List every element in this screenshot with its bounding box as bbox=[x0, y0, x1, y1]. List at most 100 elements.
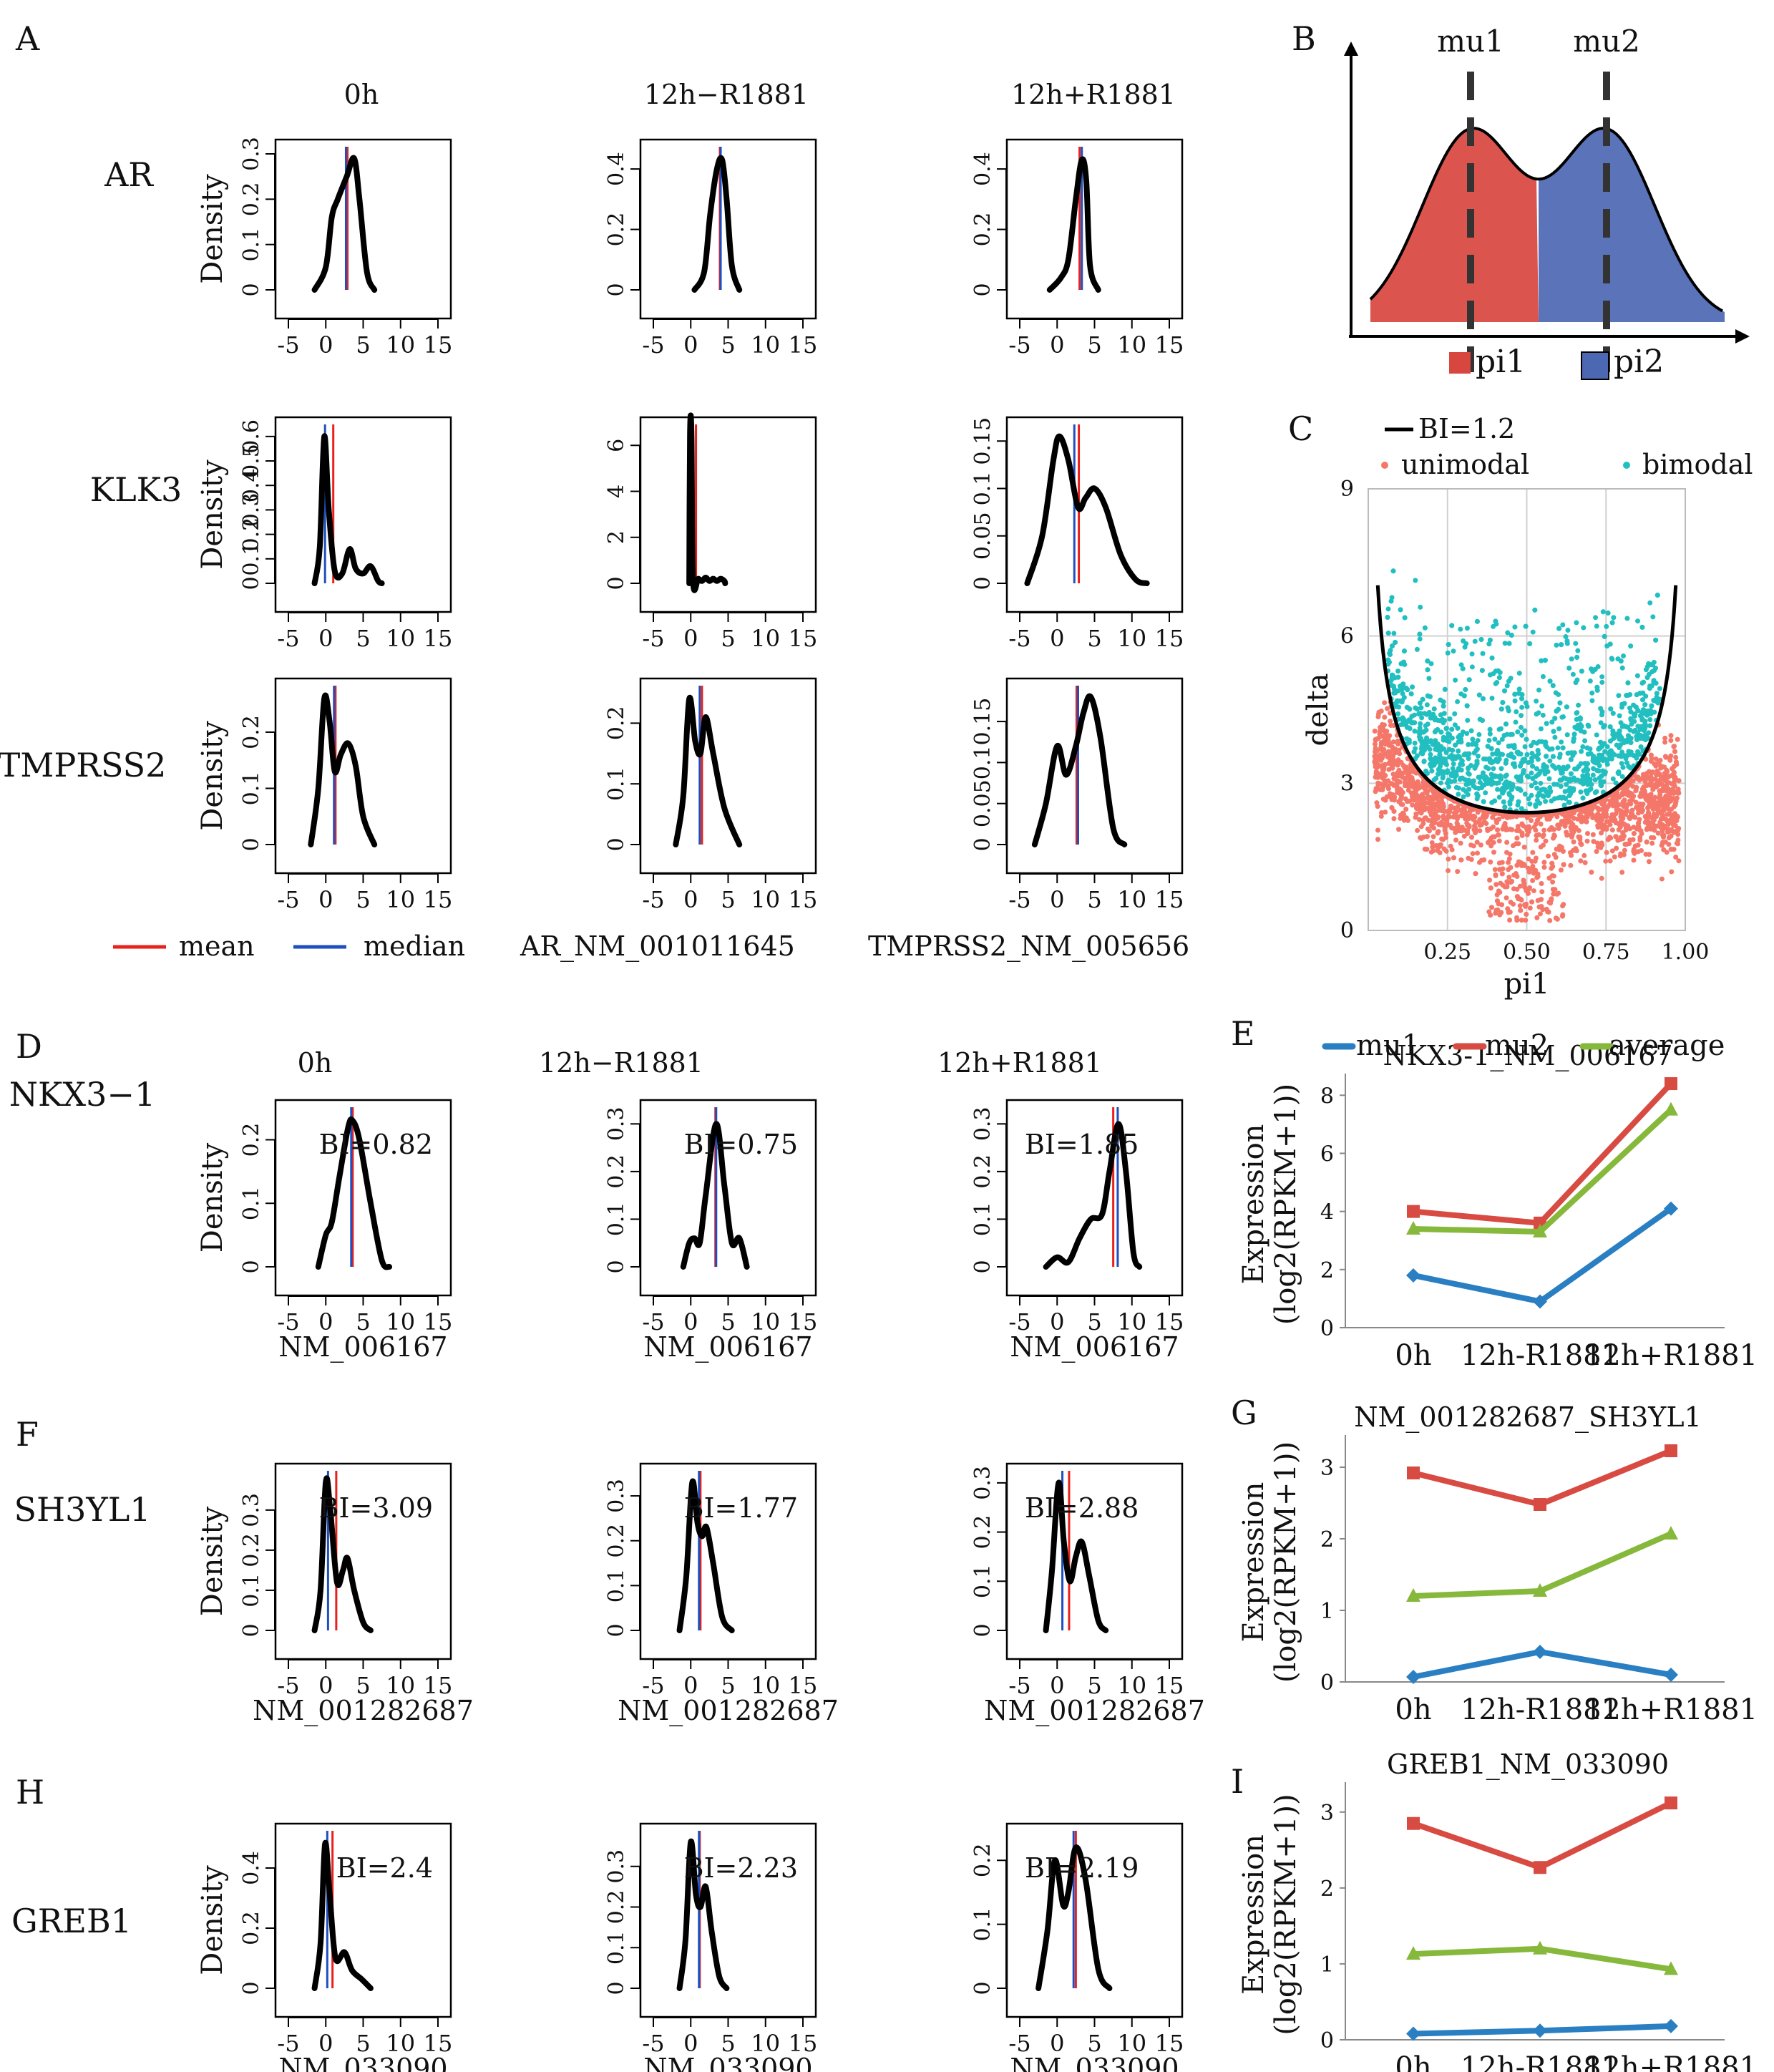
bimodal-point bbox=[1400, 716, 1406, 722]
y-tick-label: 0.2 bbox=[970, 1515, 995, 1550]
unimodal-point bbox=[1556, 890, 1561, 896]
bimodal-point bbox=[1589, 782, 1594, 787]
unimodal-point bbox=[1465, 828, 1471, 834]
bimodal-point bbox=[1549, 719, 1555, 725]
x-tick-label: -5 bbox=[642, 1672, 664, 1699]
unimodal-point bbox=[1384, 729, 1390, 734]
bimodal-point bbox=[1493, 618, 1498, 624]
bimodal-point bbox=[1546, 776, 1552, 782]
bimodal-point bbox=[1617, 728, 1622, 734]
unimodal-point bbox=[1577, 835, 1583, 840]
bimodal-point bbox=[1514, 749, 1520, 755]
unimodal-point bbox=[1561, 862, 1566, 867]
bimodal-point bbox=[1470, 778, 1476, 784]
marker-mu1 bbox=[1406, 1670, 1420, 1684]
bimodal-point bbox=[1587, 777, 1593, 782]
bimodal-point bbox=[1477, 779, 1483, 785]
y-tick-label: 0.2 bbox=[604, 1890, 629, 1925]
bimodal-point bbox=[1613, 780, 1619, 786]
unimodal-point bbox=[1631, 857, 1637, 863]
gene-label: GREB1 bbox=[11, 1902, 132, 1940]
bimodal-point bbox=[1619, 724, 1625, 729]
bimodal-point bbox=[1483, 764, 1489, 770]
bimodal-point bbox=[1433, 738, 1438, 744]
bimodal-point bbox=[1472, 638, 1478, 644]
panel-letter: D bbox=[16, 1027, 42, 1066]
bimodal-point bbox=[1447, 716, 1453, 721]
bimodal-point bbox=[1580, 744, 1586, 749]
bimodal-point bbox=[1519, 806, 1524, 812]
bimodal-point bbox=[1602, 633, 1607, 639]
y-tick-label: 0.2 bbox=[970, 1843, 995, 1877]
bimodal-point bbox=[1428, 694, 1433, 699]
x-axis-label: NM_001282687 bbox=[984, 1695, 1205, 1727]
y-tick-label: 4 bbox=[1320, 1200, 1334, 1225]
unimodal-point bbox=[1541, 865, 1547, 870]
unimodal-point bbox=[1660, 832, 1666, 838]
bimodal-point bbox=[1628, 736, 1634, 741]
bimodal-point bbox=[1573, 641, 1579, 646]
bimodal-point bbox=[1435, 743, 1441, 749]
bimodal-point bbox=[1624, 737, 1630, 743]
bimodal-point bbox=[1495, 759, 1501, 764]
unimodal-point bbox=[1675, 736, 1680, 742]
unimodal-point bbox=[1543, 838, 1549, 844]
unimodal-point bbox=[1553, 855, 1559, 860]
bimodal-point bbox=[1450, 757, 1456, 762]
density-curve bbox=[1024, 433, 1150, 586]
bimodal-point bbox=[1492, 736, 1498, 742]
y-tick-label: 0 bbox=[604, 1623, 629, 1637]
x-tick-label: 5 bbox=[1087, 886, 1101, 913]
unimodal-point bbox=[1463, 814, 1469, 819]
unimodal-point bbox=[1478, 821, 1483, 827]
bi-annotation: BI=2.88 bbox=[1025, 1492, 1139, 1524]
panel-letter: F bbox=[16, 1415, 39, 1454]
bimodal-point bbox=[1604, 623, 1609, 629]
bimodal-point bbox=[1480, 651, 1486, 656]
unimodal-point bbox=[1526, 886, 1532, 892]
bimodal-point bbox=[1590, 668, 1596, 674]
unimodal-point bbox=[1663, 775, 1669, 781]
unimodal-point bbox=[1507, 917, 1513, 923]
unimodal-point bbox=[1377, 729, 1383, 734]
unimodal-point bbox=[1551, 827, 1556, 832]
unimodal-point bbox=[1632, 843, 1638, 849]
bimodal-point bbox=[1587, 678, 1593, 684]
unimodal-point bbox=[1534, 915, 1540, 920]
bimodal-point bbox=[1550, 754, 1556, 759]
peak-label: mu2 bbox=[1573, 24, 1640, 59]
unimodal-point bbox=[1414, 801, 1420, 807]
unimodal-point bbox=[1375, 756, 1380, 762]
unimodal-point bbox=[1521, 877, 1526, 883]
unimodal-point bbox=[1418, 824, 1424, 830]
bimodal-point bbox=[1594, 684, 1600, 690]
unimodal-point bbox=[1579, 808, 1585, 814]
bimodal-point bbox=[1387, 651, 1393, 656]
bimodal-point bbox=[1466, 677, 1472, 683]
marker-average bbox=[1664, 1526, 1678, 1540]
unimodal-point bbox=[1676, 858, 1682, 864]
unimodal-point bbox=[1652, 824, 1657, 830]
bimodal-point bbox=[1530, 776, 1536, 782]
unimodal-point bbox=[1637, 777, 1642, 783]
unimodal-point bbox=[1378, 724, 1383, 730]
unimodal-point bbox=[1380, 776, 1386, 782]
bimodal-point bbox=[1516, 799, 1521, 804]
unimodal-point bbox=[1603, 858, 1609, 864]
unimodal-point bbox=[1541, 827, 1547, 833]
unimodal-point bbox=[1407, 798, 1413, 804]
unimodal-point bbox=[1391, 816, 1397, 822]
x-tick-label: 15 bbox=[1155, 1672, 1184, 1699]
bimodal-point bbox=[1565, 764, 1571, 769]
bimodal-point bbox=[1443, 726, 1449, 731]
bimodal-point bbox=[1556, 764, 1561, 770]
x-tick-label: 15 bbox=[789, 331, 818, 359]
unimodal-point bbox=[1648, 780, 1654, 786]
bimodal-point bbox=[1536, 687, 1542, 693]
bimodal-point bbox=[1551, 729, 1556, 734]
bimodal-point bbox=[1536, 790, 1542, 796]
bimodal-point bbox=[1445, 768, 1451, 774]
x-tick-label: 10 bbox=[751, 625, 780, 652]
unimodal-point bbox=[1444, 816, 1450, 822]
y-tick-label: 0.2 bbox=[604, 1154, 629, 1189]
